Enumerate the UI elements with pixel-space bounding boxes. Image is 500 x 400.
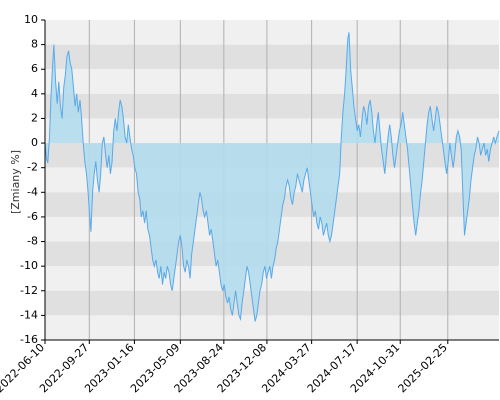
- grid-band: [45, 69, 499, 94]
- y-tick-label: -2: [27, 161, 38, 174]
- y-tick-label: 6: [31, 62, 38, 75]
- x-tick-label: 2025-02-25: [396, 341, 450, 395]
- y-tick-label: 2: [31, 111, 38, 124]
- y-tick-label: 0: [31, 136, 38, 149]
- y-tick-label: -8: [27, 235, 38, 248]
- series-area-fill: [45, 32, 499, 322]
- y-axis-label: [Zmiany %]: [9, 150, 22, 214]
- y-tick-label: -4: [27, 185, 38, 198]
- y-tick-label: 8: [31, 38, 38, 51]
- grid-band: [45, 315, 499, 340]
- grid-band: [45, 20, 499, 45]
- y-tick-label: -16: [20, 333, 38, 346]
- grid-band: [45, 44, 499, 70]
- y-tick-label: -14: [20, 308, 38, 321]
- x-tick-labels: 2022-06-102022-09-272023-01-162023-05-09…: [0, 340, 450, 395]
- y-tick-label: -10: [20, 259, 38, 272]
- y-tick-label: 4: [31, 87, 38, 100]
- grid-band: [45, 290, 499, 316]
- series-line: [44, 32, 500, 322]
- y-tick-labels: 10 8 6 4 2 0 -2 -4 -6 -8 -10 -12 -14 -16: [20, 13, 45, 346]
- y-tick-label: -12: [20, 284, 38, 297]
- y-tick-label: 10: [24, 13, 38, 26]
- y-tick-label: -6: [27, 210, 38, 223]
